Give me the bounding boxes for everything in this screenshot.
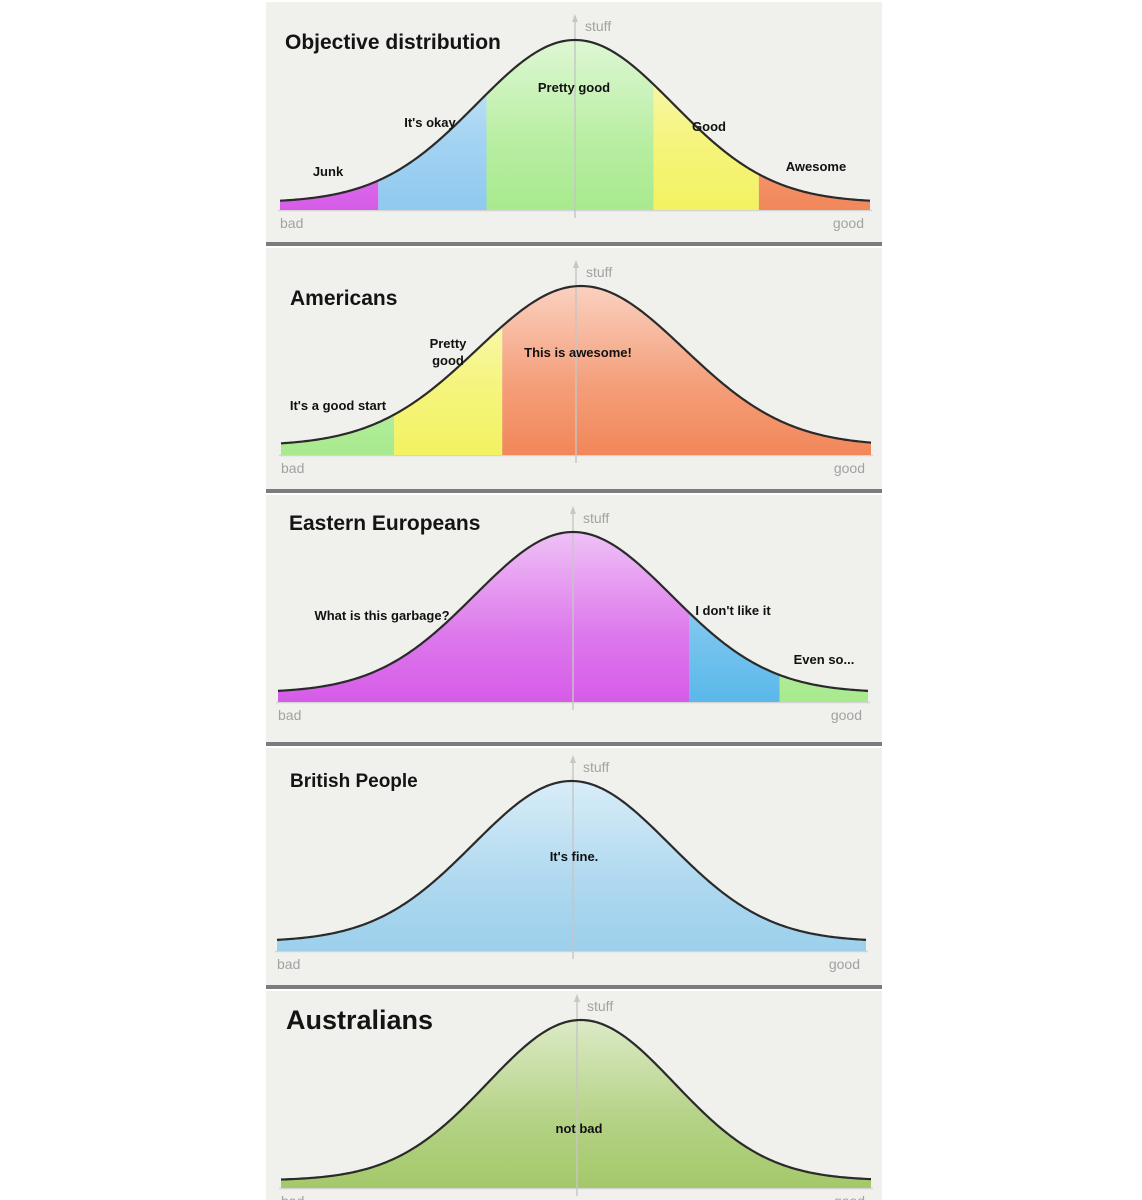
segment-label-it-s-okay: It's okay: [404, 115, 456, 130]
y-axis-arrow-icon: [574, 994, 580, 1002]
panel-divider: [266, 742, 882, 746]
segment-label-good: Good: [692, 119, 726, 134]
segment-it-s-a-good-start: [281, 414, 395, 455]
chart-title: Eastern Europeans: [289, 512, 480, 535]
segment-label-it-s-a-good-start: It's a good start: [290, 398, 387, 413]
y-axis-arrow-icon: [570, 506, 576, 514]
x-axis-left-label: bad: [278, 707, 301, 723]
chart-panel-1: Objective distribution stuff bad good Junk It…: [266, 2, 882, 246]
chart-title: Australians: [286, 1005, 433, 1035]
chart-title: British People: [290, 771, 418, 792]
chart-panel-3: Eastern Europeans stuff bad good What is thi…: [266, 495, 882, 746]
y-axis-arrow-icon: [573, 260, 579, 268]
distribution-curve: [276, 779, 867, 941]
panel-divider: [266, 985, 882, 989]
chart-panel-5: Australians stuff bad good not bad: [266, 991, 882, 1200]
segment-it-s-fine: [277, 781, 866, 951]
chart-title: Americans: [290, 287, 397, 310]
y-axis-arrow-icon: [570, 755, 576, 763]
x-axis-left-label: bad: [277, 956, 300, 972]
segment-label-pretty-good: Pretty good: [538, 80, 610, 95]
y-axis-label: stuff: [583, 759, 609, 775]
x-axis-right-label: good: [833, 215, 864, 231]
segment-i-don-t-like-it: [689, 612, 780, 702]
distribution-curve: [280, 1018, 872, 1181]
segment-good: [653, 84, 759, 210]
segment-not-bad: [281, 1020, 871, 1188]
y-axis-label: stuff: [583, 510, 609, 526]
x-axis-right-label: good: [831, 707, 862, 723]
segment-pretty-good: [486, 40, 654, 210]
segment-label-even-so: Even so...: [794, 652, 855, 667]
y-axis-label: stuff: [586, 264, 612, 280]
segment-label-it-s-fine: It's fine.: [550, 849, 599, 864]
x-axis-right-label: good: [829, 956, 860, 972]
segment-label-awesome: Awesome: [786, 159, 846, 174]
chart-panel-2: Americans stuff bad good It's a good start Pr…: [266, 248, 882, 493]
segment-label-junk: Junk: [313, 164, 344, 179]
y-axis-label: stuff: [585, 18, 611, 34]
segment-it-s-okay: [378, 94, 487, 210]
panel-divider: [266, 242, 882, 246]
segment-pretty-good: [394, 326, 503, 455]
segment-label-not-bad: not bad: [556, 1121, 603, 1136]
x-axis-right-label: good: [834, 1193, 865, 1200]
segment-label-i-don-t-like-it: I don't like it: [695, 603, 771, 618]
distribution-curve: [277, 530, 869, 692]
segment-awesome: [758, 174, 870, 210]
segment-even-so: [779, 674, 868, 702]
x-axis-left-label: bad: [281, 1193, 304, 1200]
segment-what-is-this-garbage: [278, 532, 690, 702]
y-axis-label: stuff: [587, 998, 613, 1014]
x-axis-left-label: bad: [280, 215, 303, 231]
chart-panel-4: British People stuff bad good It's fine.: [266, 748, 882, 989]
segment-label-this-is-awesome: This is awesome!: [524, 345, 632, 360]
segment-this-is-awesome: [502, 286, 871, 455]
x-axis-right-label: good: [834, 460, 865, 476]
segment-label-what-is-this-garbage: What is this garbage?: [314, 608, 449, 623]
y-axis-arrow-icon: [572, 14, 578, 22]
x-axis-left-label: bad: [281, 460, 304, 476]
chart-title: Objective distribution: [285, 31, 501, 54]
segment-label-pretty-good: Pretty good: [430, 336, 468, 368]
distribution-curve: [279, 38, 871, 202]
segment-junk: [280, 180, 379, 210]
panel-divider: [266, 489, 882, 493]
distribution-curve: [280, 284, 872, 445]
